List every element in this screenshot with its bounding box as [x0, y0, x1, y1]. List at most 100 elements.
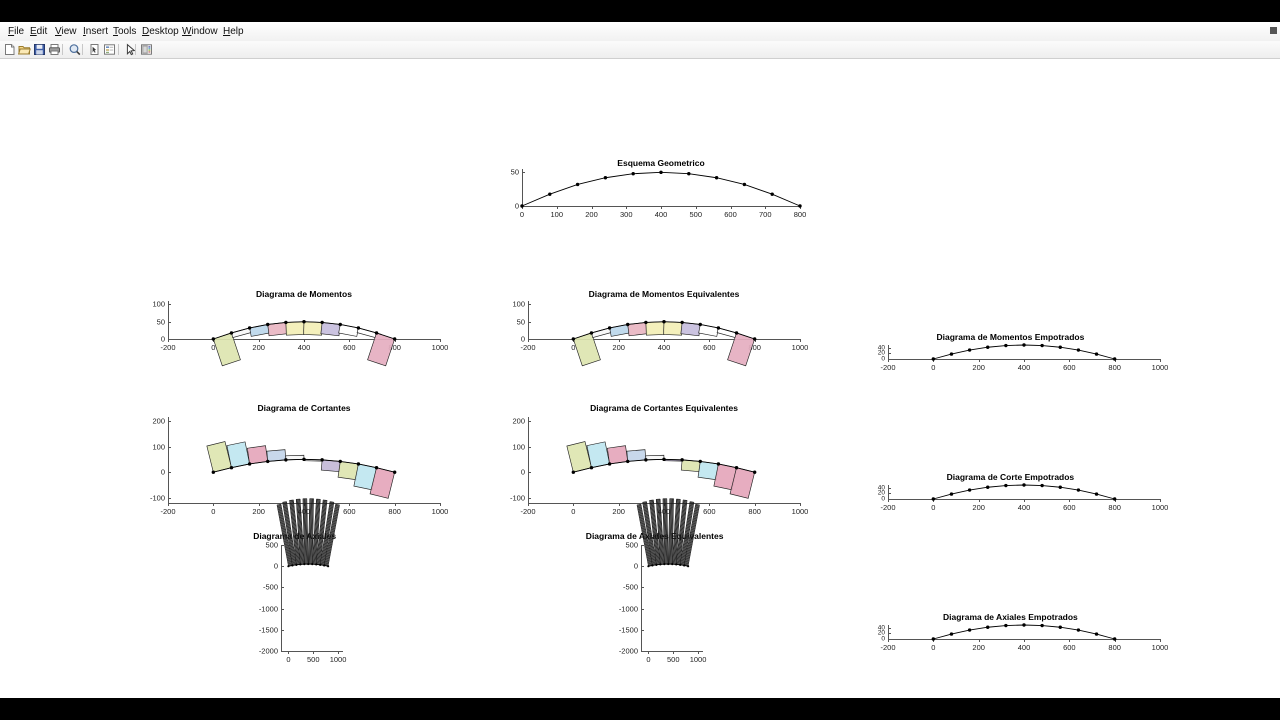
- axial-hatch-line: [639, 504, 652, 566]
- axial-hatch-line: [669, 498, 672, 565]
- plot-title: Diagrama de Momentos: [256, 289, 352, 299]
- tool-bar: [0, 41, 1280, 59]
- menubar-resize-marker[interactable]: [1270, 27, 1277, 34]
- menu-file[interactable]: File: [8, 26, 25, 37]
- plot-esquema[interactable]: Esquema Geometrico 0 100 200 300 400 500 600 700…: [511, 158, 807, 219]
- axial-hatch-line: [658, 499, 664, 565]
- new-figure-icon[interactable]: [3, 43, 16, 56]
- axial-hatch-line: [285, 501, 296, 566]
- node-marker: [659, 563, 662, 566]
- axial-hatch-line: [664, 498, 666, 565]
- menu-desktop[interactable]: Desktop: [142, 26, 179, 37]
- node-marker: [392, 470, 397, 474]
- x-tick: [698, 651, 700, 654]
- menu-edit[interactable]: Edit: [30, 26, 48, 37]
- axial-hatch-line: [650, 500, 658, 565]
- x-tick-label: 700: [758, 210, 772, 219]
- plot-momentos[interactable]: Diagrama de Momentos -200 0 200 400 600 800 100…: [152, 289, 448, 367]
- axial-hatch-line: [299, 499, 305, 565]
- node-marker: [931, 357, 936, 361]
- x-tick: [394, 503, 396, 506]
- x-tick: [304, 339, 305, 342]
- y-tick-label: 100: [152, 299, 165, 309]
- x-tick-label: 200: [972, 643, 985, 652]
- x-tick: [709, 339, 711, 342]
- menu-tools[interactable]: Tools: [113, 26, 137, 37]
- node-marker: [679, 563, 682, 566]
- y-tick-label: 0: [881, 635, 885, 643]
- axial-hatch-line: [314, 499, 320, 565]
- y-tick-label: 20: [877, 349, 885, 357]
- axial-hatch-line: [323, 502, 334, 566]
- y-tick-label: 500: [265, 540, 278, 550]
- plot-graphics: [571, 320, 757, 367]
- axial-hatch-line: [325, 504, 338, 566]
- x-axis-line: [281, 651, 343, 652]
- node-marker: [1076, 488, 1081, 492]
- plot-cortantes[interactable]: Diagrama de Cortantes-200020040060080010…: [150, 403, 448, 516]
- edit-plot-icon[interactable]: [124, 43, 137, 56]
- node-marker: [323, 564, 326, 567]
- plot-axiales-eq[interactable]: Diagrama de Axiales Equivalentes05001000…: [586, 498, 723, 664]
- axial-hatch-line: [687, 504, 700, 567]
- axial-hatch-line: [644, 501, 655, 566]
- data-cursor-icon[interactable]: [88, 43, 101, 56]
- axial-hatch-line: [672, 499, 678, 565]
- plot-momentos-emp[interactable]: Diagrama de Momentos Empotrados -200 0 200 4…: [878, 332, 1169, 372]
- x-tick-label: 0: [571, 507, 576, 516]
- insert-colorbar-icon[interactable]: [140, 43, 153, 56]
- axial-hatch-line: [668, 498, 671, 565]
- y-tick: [168, 321, 171, 323]
- open-file-icon[interactable]: [18, 43, 31, 56]
- y-tick: [168, 420, 171, 422]
- x-tick: [1069, 499, 1071, 502]
- plot-axiales-emp[interactable]: Diagrama de Axiales Empotrados -200 0 200 40…: [878, 612, 1169, 652]
- y-axis-line: [888, 345, 889, 359]
- node-marker: [662, 457, 666, 462]
- plot-title: Diagrama de Momentos Equivalentes: [588, 289, 740, 299]
- menu-view[interactable]: View: [55, 26, 77, 37]
- plot-momentos-eq[interactable]: Diagrama de Momentos Equivalentes -200 0 20…: [512, 289, 808, 367]
- axial-hatch-line: [669, 498, 672, 565]
- toolbar-separator: [135, 44, 136, 55]
- x-tick-label: -200: [160, 343, 176, 352]
- figure-canvas[interactable]: Esquema Geometrico 0 100 200 300 400 500 600 700…: [0, 59, 1280, 698]
- x-tick: [978, 639, 980, 642]
- axial-hatch-line: [326, 504, 339, 566]
- axial-hatch-line: [640, 504, 653, 566]
- arch-curve: [521, 171, 801, 207]
- zoom-in-icon[interactable]: [68, 43, 81, 56]
- x-tick: [556, 206, 558, 209]
- y-tick-label: 20: [877, 489, 885, 497]
- axial-hatch-line: [316, 499, 325, 565]
- axial-hatch-line: [304, 498, 307, 565]
- axial-hatch-line: [685, 504, 698, 566]
- node-marker: [644, 458, 648, 462]
- x-tick-label: 400: [657, 343, 671, 352]
- menu-insert[interactable]: Insert: [83, 26, 109, 37]
- node-marker: [211, 337, 216, 341]
- print-figure-icon[interactable]: [48, 43, 61, 56]
- arch-curve: [933, 344, 1115, 360]
- x-tick: [978, 359, 980, 362]
- x-tick: [618, 339, 620, 342]
- save-figure-icon[interactable]: [33, 43, 46, 56]
- axial-hatch-line: [682, 501, 693, 566]
- y-tick: [528, 497, 531, 499]
- x-tick: [528, 339, 529, 342]
- node-marker: [320, 458, 324, 462]
- plot-axiales[interactable]: Diagrama de Axiales05001000-2000-1500-10…: [253, 498, 346, 664]
- y-tick: [888, 353, 891, 355]
- insert-legend-icon[interactable]: [103, 43, 116, 56]
- plot-corte-emp[interactable]: Diagrama de Corte Empotrados -200 0 200 400 6…: [878, 472, 1169, 512]
- diagram-patch: [337, 461, 359, 481]
- y-tick: [168, 472, 171, 474]
- x-tick-label: 800: [1108, 503, 1121, 512]
- axial-hatch-line: [664, 498, 667, 565]
- plot-cortantes-eq[interactable]: Diagrama de Cortantes Equivalentes -200 0 2…: [510, 403, 808, 516]
- axial-hatch-line: [664, 498, 667, 565]
- y-tick-label: -1500: [258, 625, 278, 635]
- menu-help[interactable]: Help: [223, 26, 244, 37]
- menu-window[interactable]: Window: [182, 26, 218, 37]
- diagram-patch: [716, 327, 737, 339]
